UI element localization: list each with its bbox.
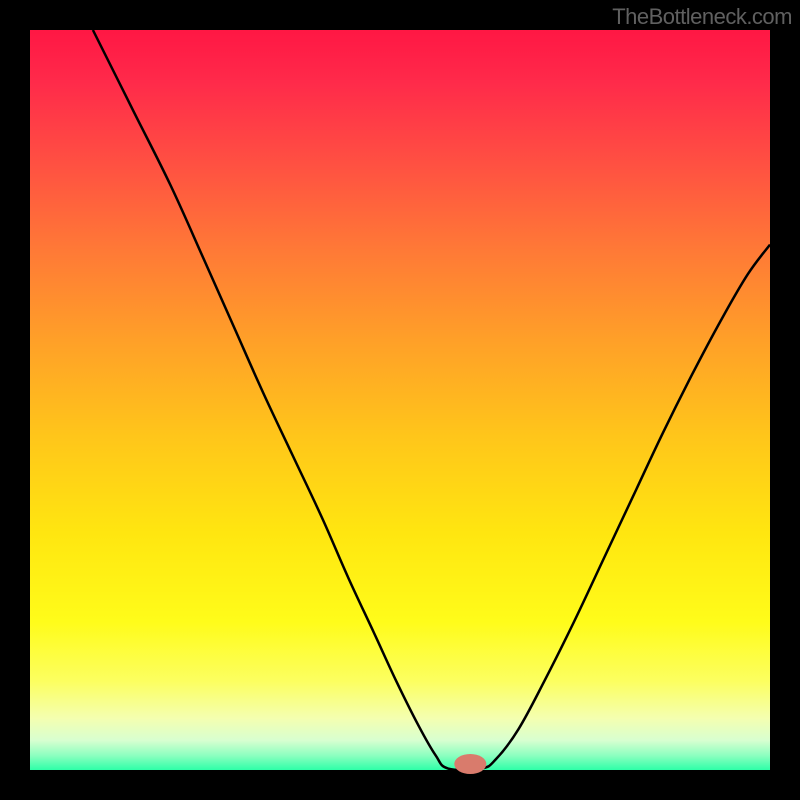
attribution-text: TheBottleneck.com — [612, 4, 792, 30]
chart-container: TheBottleneck.com — [0, 0, 800, 800]
optimal-marker — [454, 754, 486, 774]
bottleneck-chart — [0, 0, 800, 800]
chart-gradient-background — [30, 30, 770, 770]
